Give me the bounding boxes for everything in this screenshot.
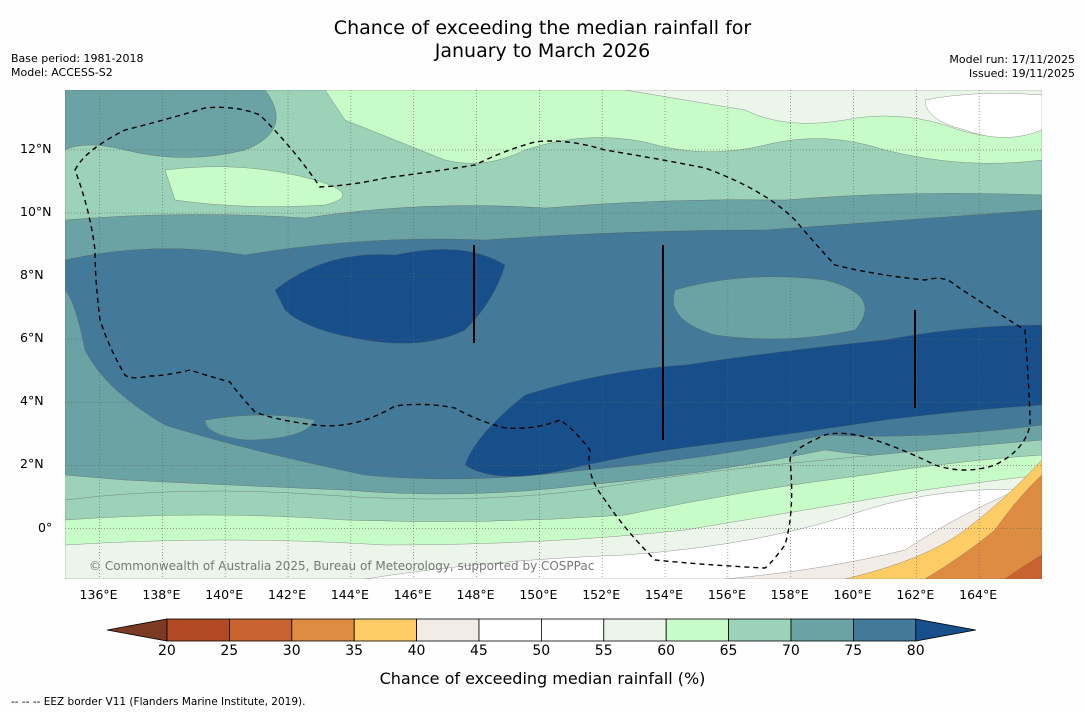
x-tick-label: 162°E [896, 587, 935, 602]
colorbar-title: Chance of exceeding median rainfall (%) [379, 669, 706, 688]
colorbar-tick-label: 25 [220, 643, 239, 659]
model-run-label: Model run: 17/11/2025 [949, 53, 1075, 66]
issued-label: Issued: 19/11/2025 [968, 67, 1075, 80]
colorbar-tick-label: 80 [906, 643, 925, 659]
y-tick-label: 10°N [20, 204, 52, 220]
x-tick-label: 160°E [833, 587, 872, 602]
colorbar-extend-low [107, 618, 168, 642]
x-tick-label: 138°E [142, 587, 181, 602]
colorbar-segment [665, 618, 730, 642]
x-tick-label: 154°E [645, 587, 684, 602]
x-tick-label: 140°E [205, 587, 244, 602]
colorbar-tick-label: 30 [282, 643, 301, 659]
y-tick-label: 6°N [20, 330, 44, 346]
colorbar-extend-high [915, 618, 976, 642]
x-tick-label: 136°E [79, 587, 118, 602]
colorbar-tick-label: 65 [719, 643, 738, 659]
colorbar-segment [728, 618, 792, 642]
colorbar-segment [540, 618, 605, 642]
map-gridlines [65, 90, 1042, 579]
colorbar-segment [603, 618, 667, 642]
colorbar-segment [166, 618, 230, 642]
map-title-line1: Chance of exceeding the median rainfall … [333, 17, 752, 39]
colorbar-segment [416, 618, 480, 642]
colorbar-tick-label: 50 [532, 643, 551, 659]
contour-50-north [924, 93, 1042, 138]
colorbar-tick-label: 40 [407, 643, 426, 659]
x-tick-label: 148°E [456, 587, 495, 602]
x-tick-label: 158°E [770, 587, 809, 602]
colorbar-segment [229, 618, 293, 642]
x-tick-label: 150°E [519, 587, 558, 602]
contour-60-west [164, 166, 343, 207]
map-title-line2: January to March 2026 [434, 40, 651, 62]
x-tick-label: 142°E [268, 587, 307, 602]
colorbar-tick-label: 55 [594, 643, 613, 659]
contour-80-west [274, 249, 506, 344]
model-label: Model: ACCESS-S2 [11, 66, 113, 79]
y-tick-label: 8°N [20, 267, 44, 283]
colorbar-segment [478, 618, 542, 642]
colorbar-tick-label: 70 [782, 643, 800, 659]
x-tick-label: 144°E [330, 587, 369, 602]
x-tick-label: 146°E [393, 587, 432, 602]
y-tick-label: 12°N [20, 140, 52, 156]
x-tick-label: 164°E [959, 587, 998, 602]
colorbar-segment [790, 618, 854, 642]
colorbar-segment [353, 618, 417, 642]
colorbar-tick-label: 20 [158, 643, 176, 659]
contour-30-south [924, 474, 1042, 579]
colorbar [107, 618, 976, 642]
y-tick-label: 0° [38, 519, 53, 535]
eez-footnote: -- -- -- EEZ border V11 (Flanders Marine… [11, 696, 306, 708]
y-tick-label: 4°N [20, 393, 44, 409]
contour-80-east [464, 324, 1042, 477]
contour-70-inner [673, 276, 866, 340]
contour-50-south [364, 489, 1042, 579]
contour-25-south [1004, 554, 1042, 579]
y-tick-label: 2°N [20, 456, 44, 472]
colorbar-segment [291, 618, 355, 642]
colorbar-tick-label: 75 [844, 643, 863, 659]
x-tick-label: 152°E [582, 587, 621, 602]
eez-border [74, 106, 1031, 569]
colorbar-tick-label: 60 [657, 643, 676, 659]
x-tick-label: 156°E [707, 587, 746, 602]
colorbar-segment [853, 618, 917, 642]
rainfall-map: © Commonwealth of Australia 2025, Bureau… [65, 90, 1042, 579]
copyright-text: © Commonwealth of Australia 2025, Bureau… [89, 559, 594, 573]
colorbar-tick-label: 45 [470, 643, 488, 659]
colorbar-tick-label: 35 [345, 643, 364, 659]
base-period-label: Base period: 1981-2018 [11, 52, 144, 65]
